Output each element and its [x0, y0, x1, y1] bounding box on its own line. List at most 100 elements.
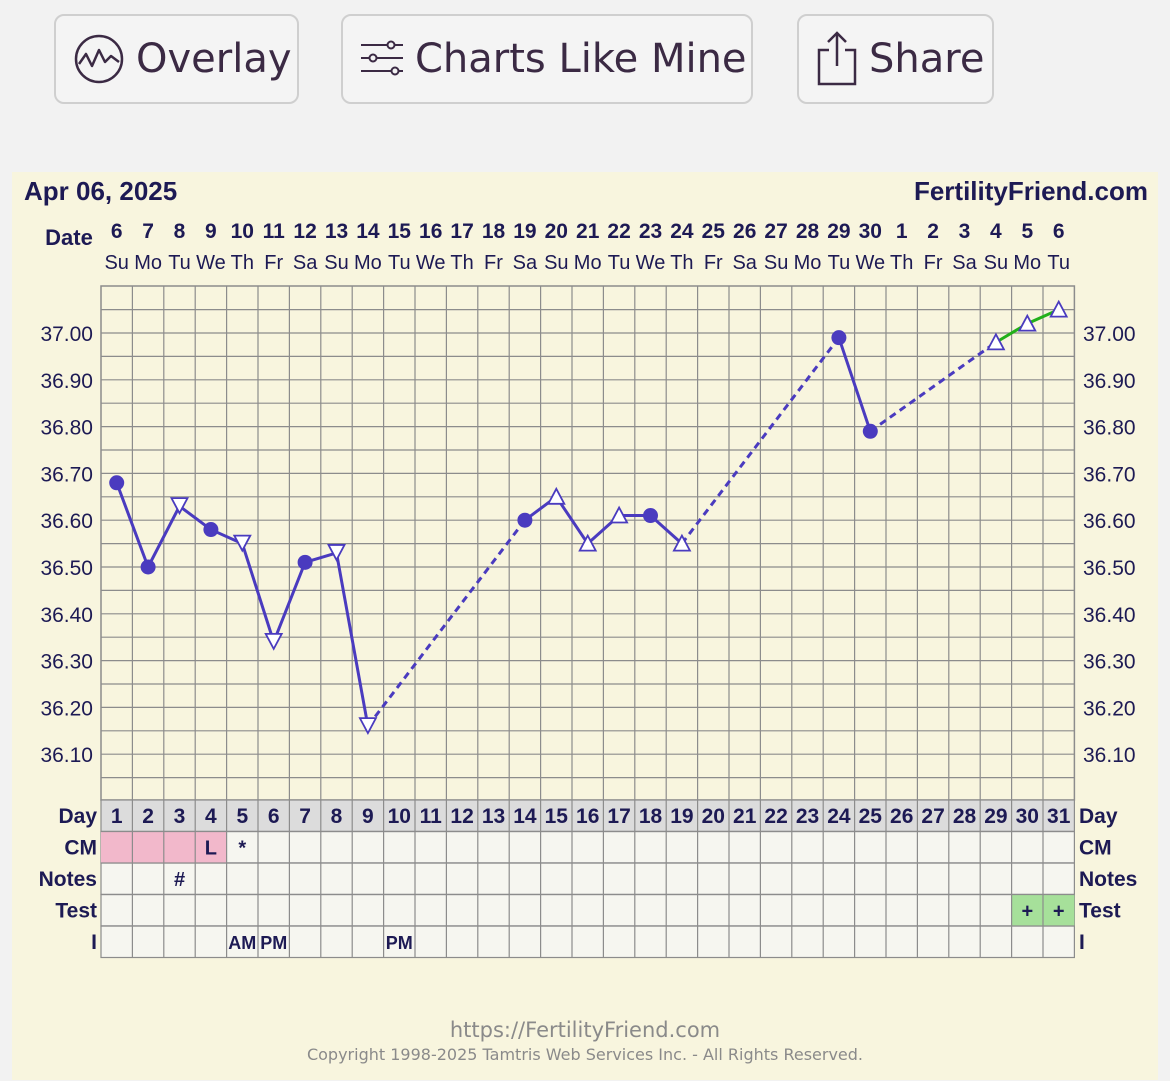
- cycle-day-number: 30: [1016, 805, 1039, 828]
- temperature-point: [546, 486, 566, 505]
- cycle-day-number: 31: [1047, 805, 1071, 828]
- y-tick-label-left: 36.30: [40, 651, 93, 674]
- y-tick-label-left: 36.10: [40, 744, 93, 767]
- temperature-point: [297, 554, 313, 570]
- test-cell-positive: [1011, 894, 1043, 926]
- weekday-label: We: [636, 252, 666, 274]
- y-tick-label-right: 36.70: [1083, 463, 1136, 486]
- cycle-day-number: 5: [236, 805, 248, 828]
- weekday-label: Sa: [732, 252, 757, 274]
- cycle-day-number: 16: [576, 805, 599, 828]
- y-tick-label-right: 36.30: [1083, 651, 1136, 674]
- share-button[interactable]: Share: [797, 14, 994, 104]
- date-label: 3: [959, 220, 971, 243]
- test-entry: +: [1021, 901, 1033, 923]
- date-label: 6: [111, 220, 123, 243]
- footer-url: https://FertilityFriend.com: [449, 1018, 721, 1042]
- weekday-label: Su: [324, 252, 348, 274]
- weekday-label: Tu: [168, 252, 191, 274]
- i-entry: PM: [386, 933, 413, 953]
- day-row: [100, 799, 1076, 833]
- date-label: 5: [1021, 220, 1033, 243]
- date-label: 17: [450, 220, 473, 243]
- y-tick-label-right: 36.50: [1083, 557, 1136, 580]
- temperature-line-segment: [837, 337, 872, 432]
- temperature-point: [358, 717, 378, 736]
- temperature-point: [327, 544, 346, 562]
- weekday-label: Tu: [608, 252, 631, 274]
- weekday-label: We: [196, 252, 226, 274]
- weekday-label: Mo: [354, 252, 382, 274]
- weekday-label: Mo: [794, 252, 822, 274]
- date-label: 8: [174, 220, 186, 243]
- test-row-label-right: Test: [1079, 900, 1121, 923]
- temperature-point: [232, 534, 252, 553]
- share-icon: [817, 31, 857, 86]
- date-label: 16: [419, 220, 442, 243]
- y-tick-label-right: 36.10: [1083, 744, 1136, 767]
- cm-entry: L: [205, 838, 217, 860]
- weekday-label: We: [416, 252, 446, 274]
- y-tick-label-right: 36.60: [1083, 510, 1136, 533]
- cycle-day-number: 18: [639, 805, 663, 828]
- date-label: 20: [545, 220, 568, 243]
- cm-row-label-right: CM: [1079, 837, 1112, 860]
- date-label: 24: [670, 220, 694, 243]
- date-label: 10: [231, 220, 254, 243]
- date-label: 22: [607, 220, 630, 243]
- temperature-point: [169, 497, 190, 516]
- temperature-point: [1049, 299, 1069, 318]
- sliders-icon: [361, 40, 403, 76]
- weekday-label: Su: [764, 252, 788, 274]
- y-tick-label-left: 36.20: [40, 697, 93, 720]
- overlay-button[interactable]: Overlay: [54, 14, 299, 104]
- cycle-day-number: 24: [827, 805, 851, 828]
- cycle-day-number: 17: [607, 805, 630, 828]
- weekday-label: Sa: [293, 252, 318, 274]
- date-label: 29: [827, 220, 850, 243]
- y-tick-label-left: 36.80: [40, 417, 93, 440]
- y-tick-label-right: 36.80: [1083, 417, 1136, 440]
- date-label: 21: [576, 220, 600, 243]
- cm-cell-menses: [132, 831, 164, 863]
- day-row-label-right: Day: [1079, 805, 1118, 828]
- y-tick-label-left: 36.90: [40, 370, 93, 393]
- date-label: 4: [990, 220, 1002, 243]
- cycle-day-number: 7: [299, 805, 311, 828]
- cycle-day-number: 26: [890, 805, 913, 828]
- temperature-point: [203, 522, 219, 538]
- temperature-point: [643, 508, 658, 524]
- charts-like-mine-button[interactable]: Charts Like Mine: [341, 14, 753, 104]
- temperature-point: [264, 632, 284, 651]
- y-tick-label-right: 36.20: [1083, 697, 1136, 720]
- i-entry: AM: [228, 933, 256, 953]
- temperature-point: [831, 330, 847, 346]
- date-label: 6: [1053, 220, 1065, 243]
- cycle-day-number: 6: [268, 805, 280, 828]
- cycle-day-number: 19: [670, 805, 693, 828]
- note-entry: #: [174, 869, 185, 891]
- temperature-point: [517, 512, 533, 528]
- date-label: 19: [513, 220, 536, 243]
- weekday-label: Mo: [1013, 252, 1041, 274]
- weekday-label: Fr: [924, 252, 943, 274]
- cm-entry: *: [238, 838, 246, 860]
- cm-cell-menses: [101, 831, 133, 863]
- date-label: 12: [293, 220, 316, 243]
- cycle-day-number: 13: [482, 805, 505, 828]
- weekday-label: Mo: [134, 252, 162, 274]
- chart-date: Apr 06, 2025: [24, 176, 178, 206]
- cycle-day-number: 28: [953, 805, 977, 828]
- cycle-day-number: 14: [513, 805, 537, 828]
- weekday-label: Tu: [1047, 252, 1070, 274]
- weekday-label: Sa: [952, 252, 977, 274]
- site-name: FertilityFriend.com: [913, 176, 1148, 206]
- temperature-point: [578, 533, 598, 552]
- test-entry: +: [1053, 901, 1065, 923]
- date-label: 7: [142, 220, 154, 243]
- y-tick-label-left: 36.40: [40, 604, 93, 627]
- weekday-label: Th: [890, 252, 913, 274]
- notes-row: [100, 862, 1076, 896]
- notes-row-label-right: Notes: [1079, 868, 1137, 891]
- temperature-point: [672, 533, 692, 552]
